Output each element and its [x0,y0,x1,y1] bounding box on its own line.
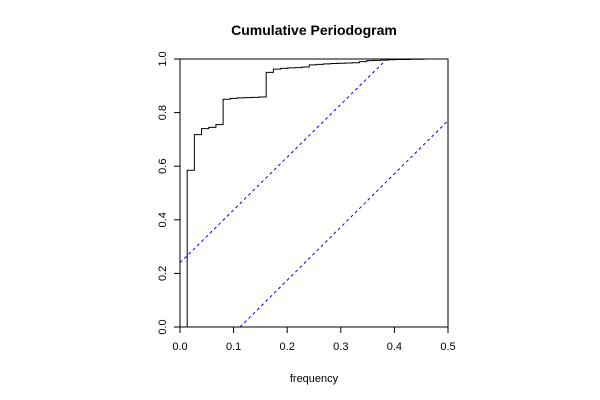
confidence-band-line-2 [239,120,448,327]
x-tick-label: 0.0 [172,341,187,353]
y-tick-label: 0.0 [157,319,169,334]
cumulative-periodogram-line [186,59,448,327]
x-tick-label: 0.5 [440,341,455,353]
x-tick-label: 0.2 [280,341,295,353]
y-tick-label: 0.6 [157,159,169,174]
x-tick-label: 0.4 [387,341,402,353]
y-tick-label: 1.0 [157,51,169,66]
chart-title: Cumulative Periodogram [231,22,397,38]
y-tick-label: 0.2 [157,266,169,281]
x-axis-label: frequency [290,373,339,385]
x-axis: 0.0 0.1 0.2 0.3 0.4 0.5 [172,326,456,353]
x-tick-label: 0.3 [333,341,348,353]
y-tick-label: 0.8 [157,105,169,120]
y-axis: 0.0 0.2 0.4 0.6 0.8 1.0 [157,51,181,335]
plot-area [180,59,448,327]
x-tick-label: 0.1 [226,341,241,353]
y-tick-label: 0.4 [157,212,169,227]
confidence-band-line-1 [180,59,388,264]
plot-frame [179,58,449,328]
